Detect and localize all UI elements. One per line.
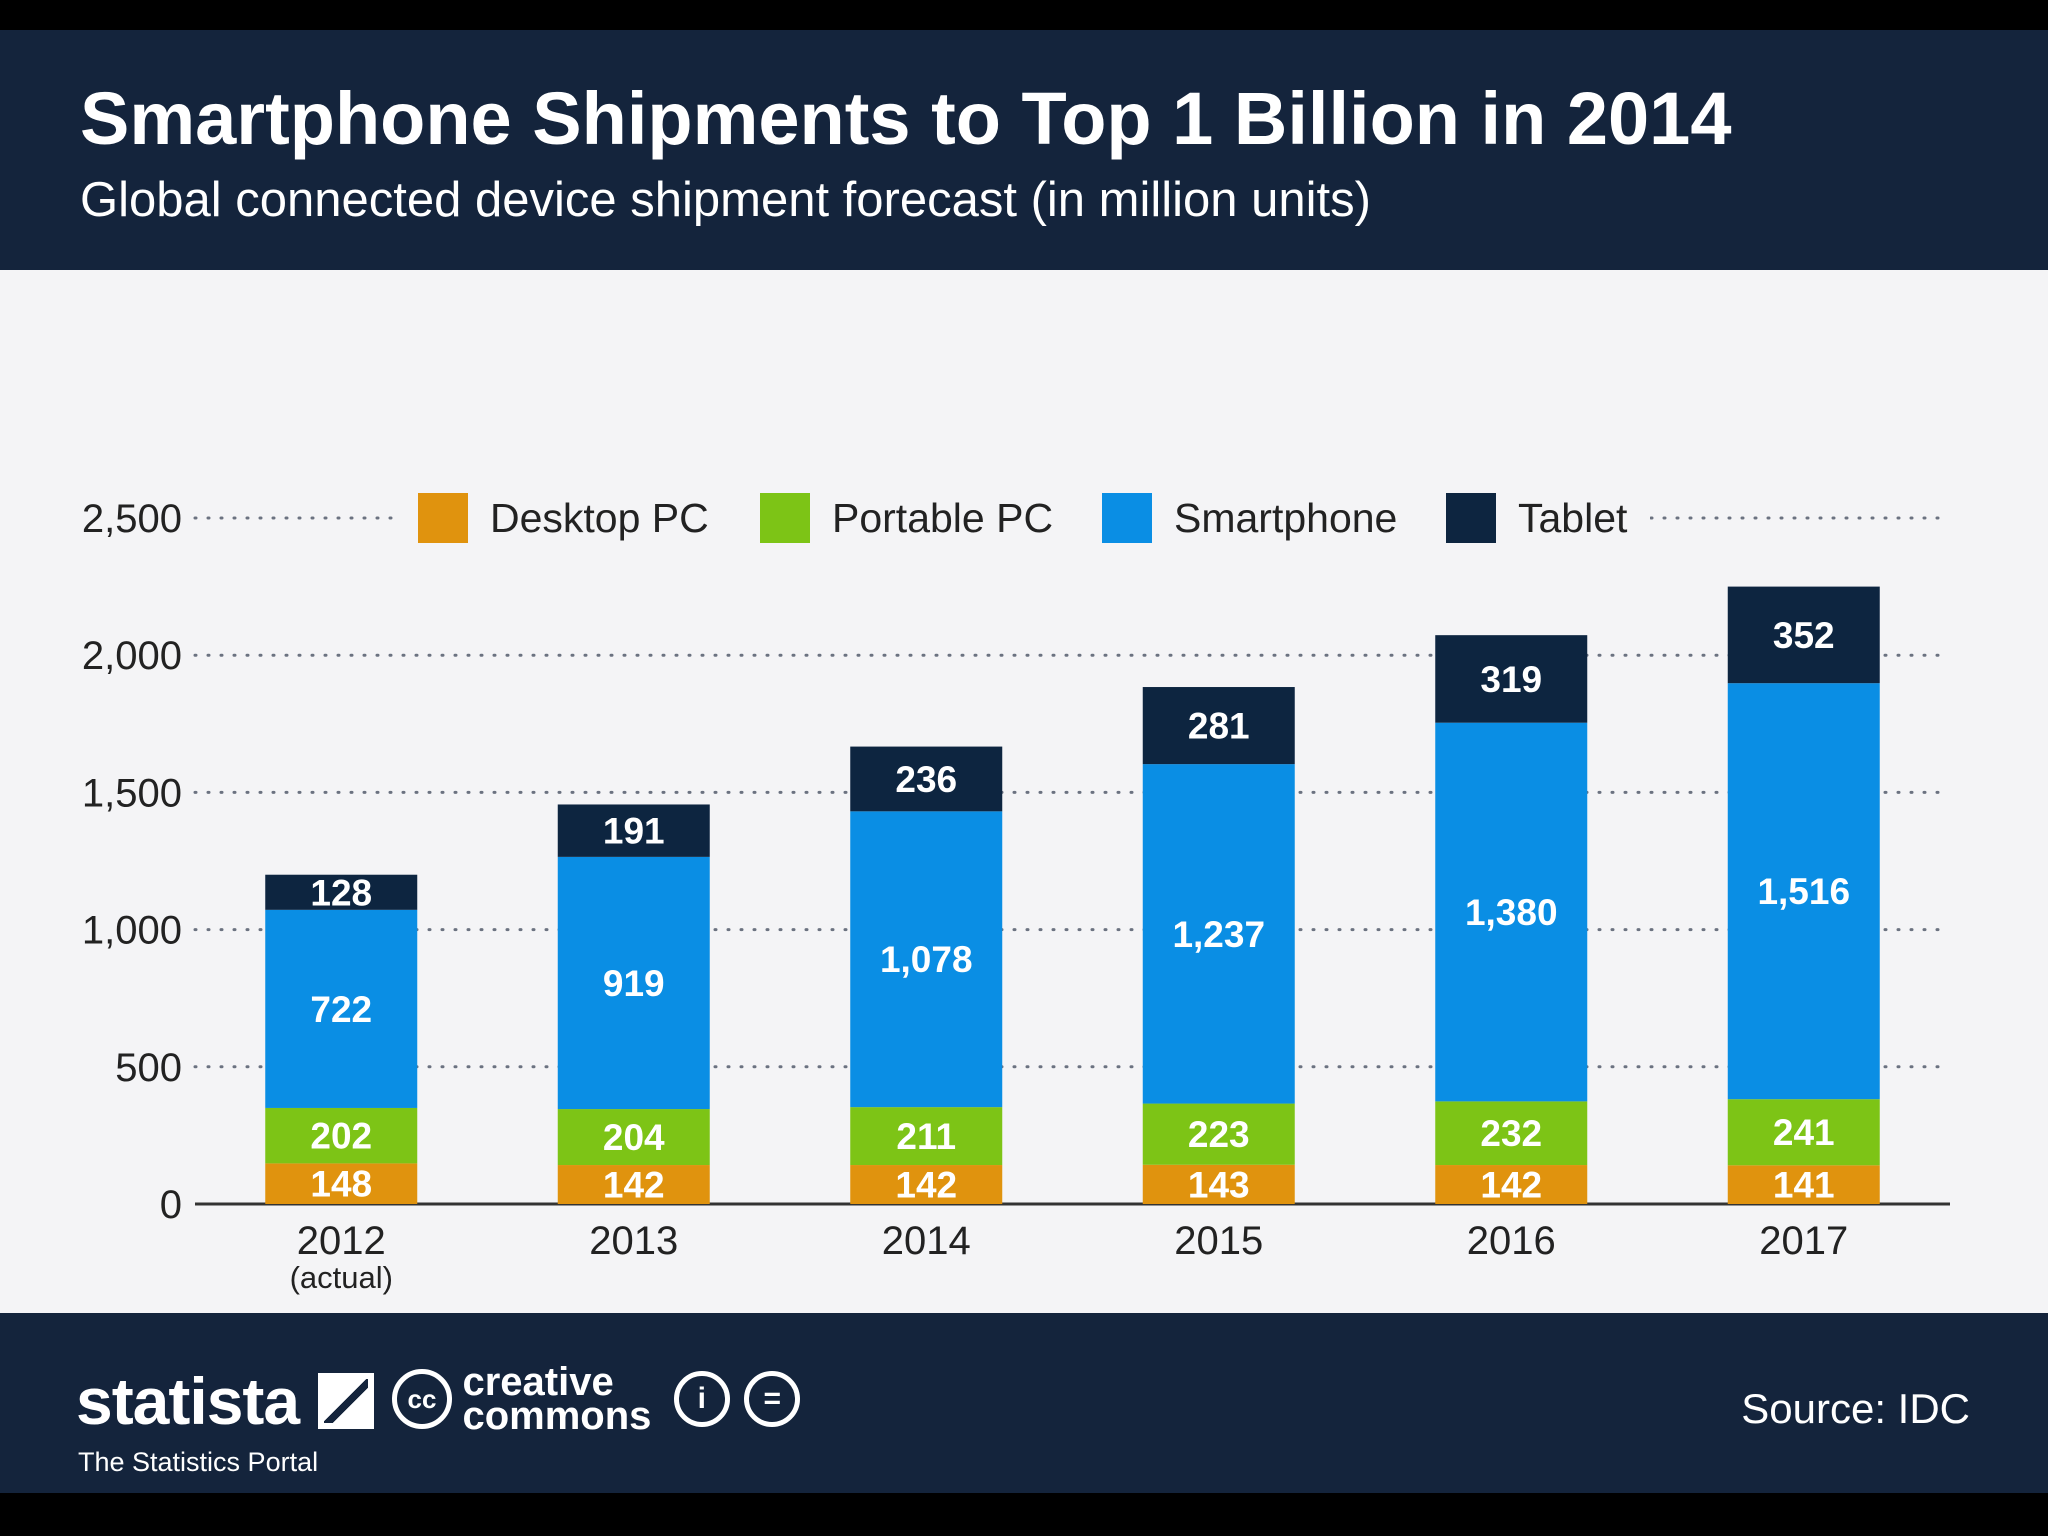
legend-swatch-tablet bbox=[1446, 493, 1496, 543]
brand-name: statista bbox=[76, 1364, 300, 1438]
statista-logo[interactable]: statista The Statistics Portal bbox=[76, 1363, 374, 1477]
x-tick-note: (actual) bbox=[290, 1260, 393, 1295]
x-tick-label: 2014 bbox=[882, 1219, 971, 1263]
legend-label: Desktop PC bbox=[490, 495, 709, 541]
chart-title: Smartphone Shipments to Top 1 Billion in… bbox=[80, 77, 1732, 160]
data-label: 352 bbox=[1773, 615, 1835, 656]
data-label: 1,078 bbox=[880, 939, 973, 980]
cc-wordmark-line2: commons bbox=[462, 1394, 652, 1438]
stacked-bar-chart: 0 500 1,000 1,500 2,000 2,500 148 202 722 128 142… bbox=[82, 488, 1952, 1295]
cc-wordmark-line1: creative bbox=[462, 1360, 614, 1404]
legend-swatch-portable-pc bbox=[760, 493, 810, 543]
x-tick-label: 2015 bbox=[1174, 1219, 1263, 1263]
data-label: 236 bbox=[895, 759, 957, 800]
x-tick-label: 2012 bbox=[297, 1219, 386, 1263]
bar-segment-portable-pc bbox=[557, 1109, 710, 1166]
data-label: 143 bbox=[1188, 1164, 1250, 1205]
bar-segment-desktop-pc bbox=[1435, 1165, 1588, 1204]
bar-segment-portable-pc bbox=[1435, 1101, 1588, 1166]
bar-segment-tablet bbox=[850, 746, 1003, 812]
bar-segment-smartphone bbox=[850, 811, 1003, 1108]
gridlines bbox=[193, 516, 1952, 1206]
y-tick-label: 1,500 bbox=[82, 771, 182, 815]
bar-segment-smartphone bbox=[265, 909, 418, 1108]
bar-segment-desktop-pc bbox=[1142, 1164, 1295, 1204]
statista-mark-icon bbox=[317, 1373, 374, 1429]
bar-segment-portable-pc bbox=[1142, 1103, 1295, 1165]
bar-segment-portable-pc bbox=[850, 1107, 1003, 1166]
data-label: 319 bbox=[1480, 659, 1542, 700]
bar-segment-desktop-pc bbox=[850, 1165, 1003, 1204]
bar-segment-desktop-pc bbox=[557, 1165, 710, 1204]
bar-segment-tablet bbox=[557, 804, 710, 857]
data-label: 142 bbox=[603, 1165, 665, 1206]
y-tick-label: 1,000 bbox=[82, 909, 182, 953]
chart-area: 0 500 1,000 1,500 2,000 2,500 148 202 722 128 142… bbox=[0, 270, 2048, 1313]
bar-segment-tablet bbox=[265, 874, 418, 910]
data-label: 141 bbox=[1773, 1165, 1835, 1206]
legend-swatch-desktop-pc bbox=[418, 493, 468, 543]
cc-icon: cc bbox=[392, 1369, 452, 1429]
cc-wordmark: creative commons bbox=[462, 1362, 651, 1436]
chart-subtitle: Global connected device shipment forecas… bbox=[80, 173, 1371, 227]
data-label: 1,380 bbox=[1465, 892, 1558, 933]
x-tick-label: 2016 bbox=[1467, 1219, 1556, 1263]
header-band: Smartphone Shipments to Top 1 Billion in… bbox=[0, 30, 2048, 270]
bar-segment-smartphone bbox=[1435, 722, 1588, 1102]
data-label: 142 bbox=[895, 1165, 957, 1206]
data-label: 204 bbox=[603, 1117, 665, 1158]
data-label: 128 bbox=[310, 872, 372, 913]
cc-by-icon: i bbox=[673, 1371, 730, 1427]
legend-label: Smartphone bbox=[1174, 495, 1397, 541]
legend-label: Tablet bbox=[1518, 495, 1628, 541]
data-label: 241 bbox=[1773, 1112, 1835, 1153]
bottom-letterbox bbox=[0, 1493, 2048, 1536]
data-label: 232 bbox=[1480, 1113, 1542, 1154]
legend: Desktop PC Portable PC Smartphone Tablet bbox=[400, 488, 1650, 548]
bar-segment-desktop-pc bbox=[265, 1163, 418, 1204]
footer-band: statista The Statistics Portal cc creati… bbox=[0, 1313, 2048, 1493]
x-axis-ticks: 2012(actual) 2013 2014 2015 2016 2017 bbox=[290, 1219, 1849, 1295]
data-label: 191 bbox=[603, 811, 665, 852]
brand-tagline: The Statistics Portal bbox=[78, 1447, 319, 1477]
bars bbox=[265, 586, 1880, 1204]
data-label: 211 bbox=[896, 1116, 956, 1157]
data-label: 1,516 bbox=[1757, 871, 1850, 912]
y-tick-label: 500 bbox=[115, 1046, 182, 1090]
bar-segment-portable-pc bbox=[265, 1107, 418, 1164]
bar-segment-desktop-pc bbox=[1727, 1165, 1880, 1204]
bar-segment-smartphone bbox=[557, 856, 710, 1110]
data-label: 142 bbox=[1480, 1165, 1542, 1206]
legend-swatch-smartphone bbox=[1102, 493, 1152, 543]
bar-value-labels: 148 202 722 128 142 204 919 191 142 211 1,078 236 14… bbox=[310, 615, 1850, 1206]
x-tick-label: 2013 bbox=[589, 1219, 678, 1263]
data-label: 1,237 bbox=[1172, 914, 1265, 955]
bar-segment-tablet bbox=[1142, 687, 1295, 765]
source-note: Source: IDC bbox=[1741, 1385, 1970, 1432]
data-label: 722 bbox=[310, 989, 372, 1030]
y-tick-label: 2,500 bbox=[82, 497, 182, 541]
y-axis-ticks: 0 500 1,000 1,500 2,000 2,500 bbox=[82, 497, 182, 1227]
bar-segment-tablet bbox=[1727, 586, 1880, 684]
legend-label: Portable PC bbox=[832, 495, 1053, 541]
x-tick-label: 2017 bbox=[1759, 1219, 1848, 1263]
creative-commons-license[interactable]: cc creative commons i = bbox=[392, 1362, 810, 1445]
bar-segment-tablet bbox=[1435, 635, 1588, 723]
data-label: 148 bbox=[310, 1164, 372, 1205]
data-label: 223 bbox=[1188, 1114, 1250, 1155]
data-label: 202 bbox=[310, 1116, 372, 1157]
data-label: 281 bbox=[1188, 706, 1250, 747]
y-tick-label: 2,000 bbox=[82, 634, 182, 678]
data-label: 919 bbox=[603, 963, 665, 1004]
legend-background bbox=[400, 488, 1650, 548]
cc-license-icons: i = bbox=[673, 1371, 810, 1427]
bar-segment-smartphone bbox=[1142, 764, 1295, 1104]
cc-nd-icon: = bbox=[744, 1371, 801, 1427]
y-tick-label: 0 bbox=[160, 1183, 182, 1227]
bar-segment-portable-pc bbox=[1727, 1099, 1880, 1166]
bar-segment-smartphone bbox=[1727, 683, 1880, 1100]
